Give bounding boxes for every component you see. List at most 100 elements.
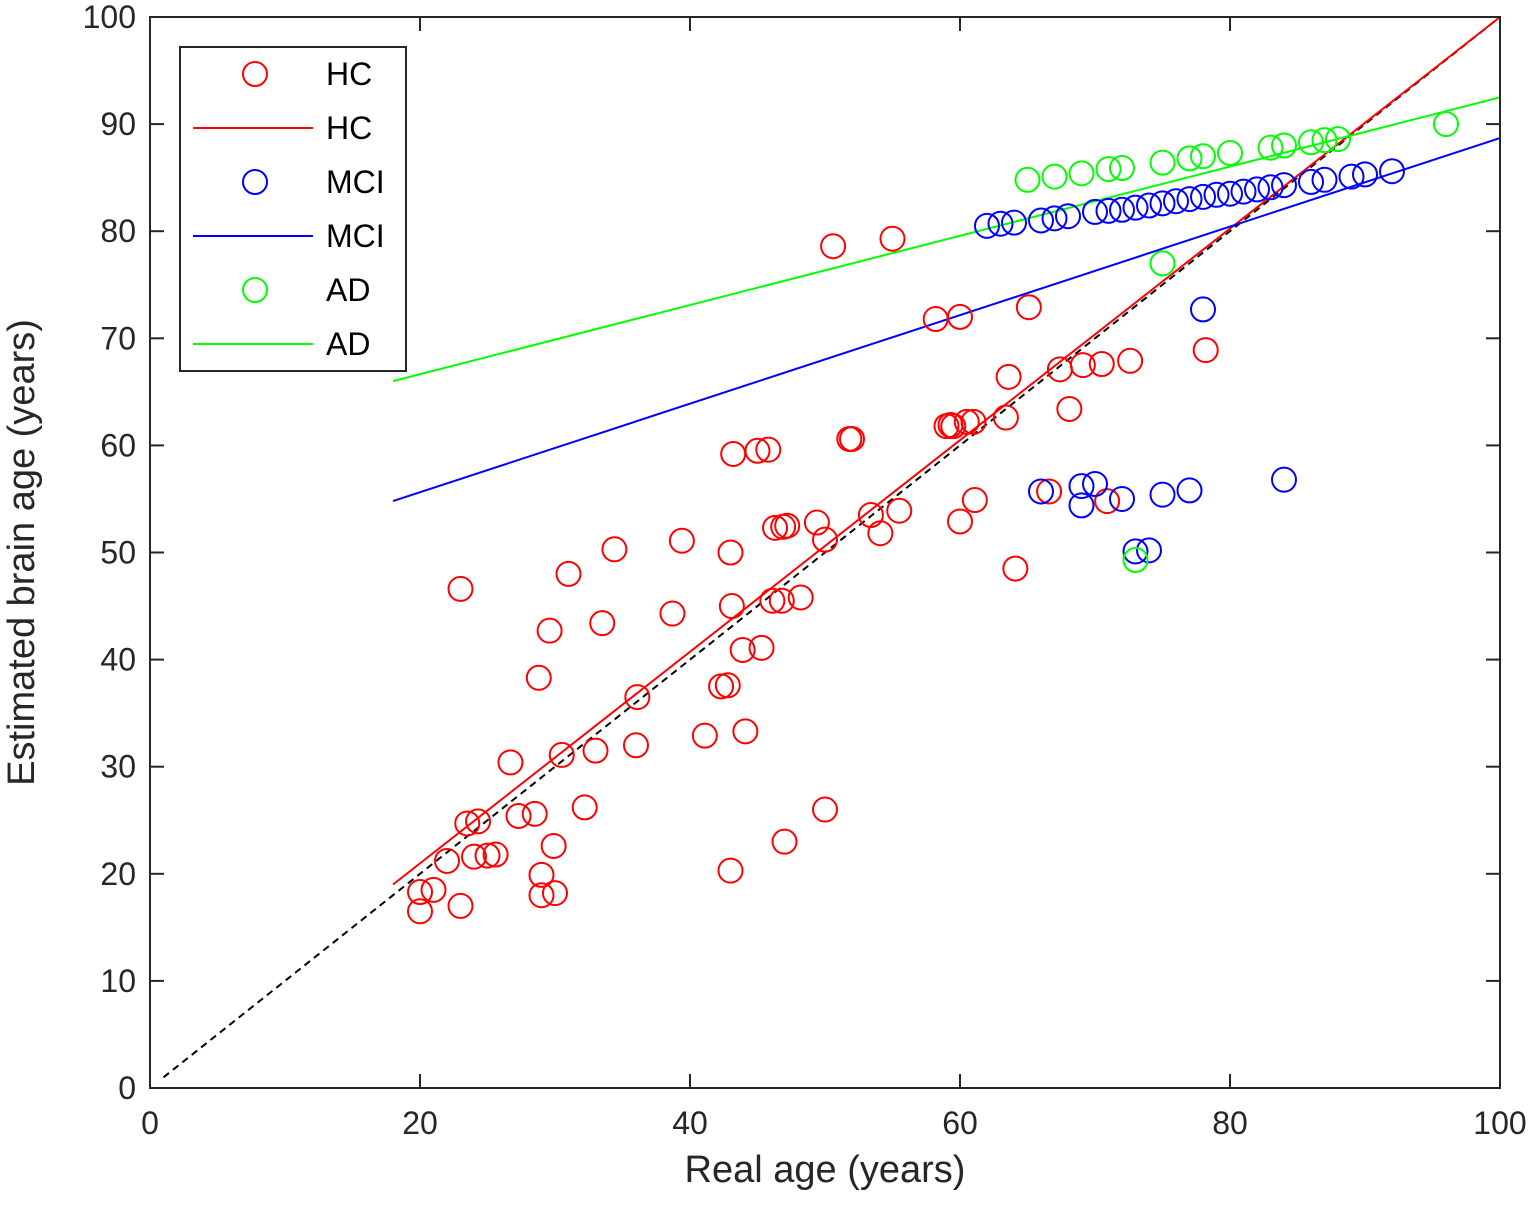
data-point-mci bbox=[1136, 537, 1162, 564]
data-point-mci bbox=[1203, 181, 1230, 208]
data-point-hc bbox=[525, 664, 552, 691]
x-tick-label: 40 bbox=[672, 1105, 708, 1141]
data-point-hc bbox=[447, 575, 474, 602]
data-point-hc bbox=[1088, 351, 1115, 378]
y-tick-label: 10 bbox=[100, 963, 136, 999]
data-point-hc bbox=[1117, 347, 1144, 374]
data-point-hc bbox=[691, 722, 718, 749]
legend-box bbox=[179, 46, 407, 372]
fit-line-mci bbox=[392, 137, 1501, 503]
data-point-mci bbox=[1298, 168, 1324, 195]
data-point-hc bbox=[447, 892, 474, 919]
data-point-hc bbox=[992, 404, 1019, 431]
data-point-hc bbox=[528, 861, 555, 888]
y-tick-label: 50 bbox=[100, 535, 136, 571]
data-point-hc bbox=[555, 560, 582, 587]
data-point-hc bbox=[589, 610, 616, 637]
data-point-mci bbox=[1149, 190, 1176, 217]
data-point-mci bbox=[1271, 172, 1297, 199]
data-point-mci bbox=[1055, 203, 1081, 230]
y-tick-label: 70 bbox=[100, 320, 136, 356]
data-points-layer bbox=[407, 111, 1459, 925]
data-point-hc bbox=[623, 732, 649, 759]
data-point-hc bbox=[718, 593, 745, 620]
data-point-ad bbox=[1014, 166, 1041, 193]
data-point-hc bbox=[505, 802, 532, 829]
data-point-hc bbox=[812, 526, 838, 553]
data-point-hc bbox=[867, 520, 894, 547]
data-point-hc bbox=[774, 512, 801, 539]
data-point-mci bbox=[1028, 478, 1054, 505]
data-point-mci bbox=[1190, 183, 1216, 210]
data-point-ad bbox=[1271, 132, 1297, 159]
data-point-ad bbox=[1257, 134, 1284, 161]
data-point-mci bbox=[1082, 198, 1108, 225]
data-point-hc bbox=[542, 880, 568, 907]
legend-label-mci: MCI bbox=[326, 164, 385, 200]
data-point-hc bbox=[762, 514, 789, 541]
x-tick-label: 80 bbox=[1212, 1105, 1248, 1141]
data-point-hc bbox=[528, 882, 555, 909]
data-point-hc bbox=[668, 527, 695, 554]
y-tick-label: 30 bbox=[100, 749, 136, 785]
data-point-hc bbox=[717, 539, 744, 566]
x-axis-label: Real age (years) bbox=[685, 1149, 966, 1191]
data-point-hc bbox=[482, 841, 509, 868]
data-point-mci bbox=[1190, 296, 1216, 323]
regression-lines-layer bbox=[392, 16, 1501, 886]
data-point-mci bbox=[1109, 196, 1135, 223]
legend-label-mci: MCI bbox=[326, 218, 385, 254]
data-point-ad bbox=[1298, 129, 1324, 156]
data-point-ad bbox=[1095, 156, 1122, 183]
legend-label-hc: HC bbox=[326, 110, 372, 146]
data-point-hc bbox=[601, 536, 628, 563]
data-point-hc bbox=[540, 832, 567, 859]
data-point-mci bbox=[1163, 188, 1189, 215]
data-point-hc bbox=[729, 636, 756, 663]
data-point-ad bbox=[1041, 163, 1068, 190]
data-point-mci bbox=[1136, 192, 1162, 219]
data-point-hc bbox=[474, 842, 501, 869]
data-point-ad bbox=[1217, 140, 1243, 167]
fit-line-hc bbox=[392, 16, 1501, 886]
data-point-hc bbox=[953, 408, 980, 435]
data-point-mci bbox=[1068, 492, 1095, 519]
data-point-hc bbox=[947, 508, 973, 535]
data-point-hc bbox=[803, 509, 830, 536]
data-point-hc bbox=[820, 233, 847, 260]
data-point-hc bbox=[1094, 488, 1121, 515]
data-point-mci bbox=[1109, 485, 1135, 512]
legend-marker-ad bbox=[242, 277, 268, 303]
y-tick-label: 80 bbox=[100, 213, 136, 249]
data-point-ad bbox=[1149, 250, 1176, 277]
x-tick-label: 20 bbox=[402, 1105, 438, 1141]
legend-marker-mci bbox=[242, 169, 268, 195]
data-point-mci bbox=[1082, 470, 1108, 497]
y-tick-label: 0 bbox=[118, 1070, 136, 1106]
data-point-mci bbox=[1095, 197, 1122, 224]
data-point-mci bbox=[1122, 538, 1149, 565]
data-point-hc bbox=[732, 718, 759, 745]
data-point-mci bbox=[987, 210, 1014, 237]
data-point-mci bbox=[1257, 174, 1284, 201]
y-tick-label: 100 bbox=[83, 0, 136, 35]
data-point-hc bbox=[755, 436, 782, 463]
data-point-hc bbox=[659, 600, 686, 627]
data-point-mci bbox=[1149, 481, 1176, 508]
data-point-hc bbox=[465, 808, 492, 835]
data-point-hc bbox=[454, 810, 481, 837]
ticks-layer: 0 20 40 60 80 100 0 10 20 30 40 50 60 70 80 90 100 bbox=[83, 0, 1527, 1141]
data-point-ad bbox=[1190, 143, 1216, 170]
data-point-hc bbox=[571, 794, 598, 821]
data-point-hc bbox=[536, 617, 563, 644]
data-point-hc bbox=[886, 497, 913, 524]
data-point-hc bbox=[714, 672, 741, 699]
data-point-hc bbox=[461, 843, 487, 870]
x-tick-label: 100 bbox=[1473, 1105, 1526, 1141]
data-point-hc bbox=[1036, 478, 1063, 505]
data-point-mci bbox=[1001, 209, 1027, 236]
data-point-mci bbox=[1338, 163, 1365, 190]
data-point-ad bbox=[1149, 149, 1176, 176]
data-point-mci bbox=[1041, 205, 1068, 232]
data-point-mci bbox=[974, 212, 1000, 239]
